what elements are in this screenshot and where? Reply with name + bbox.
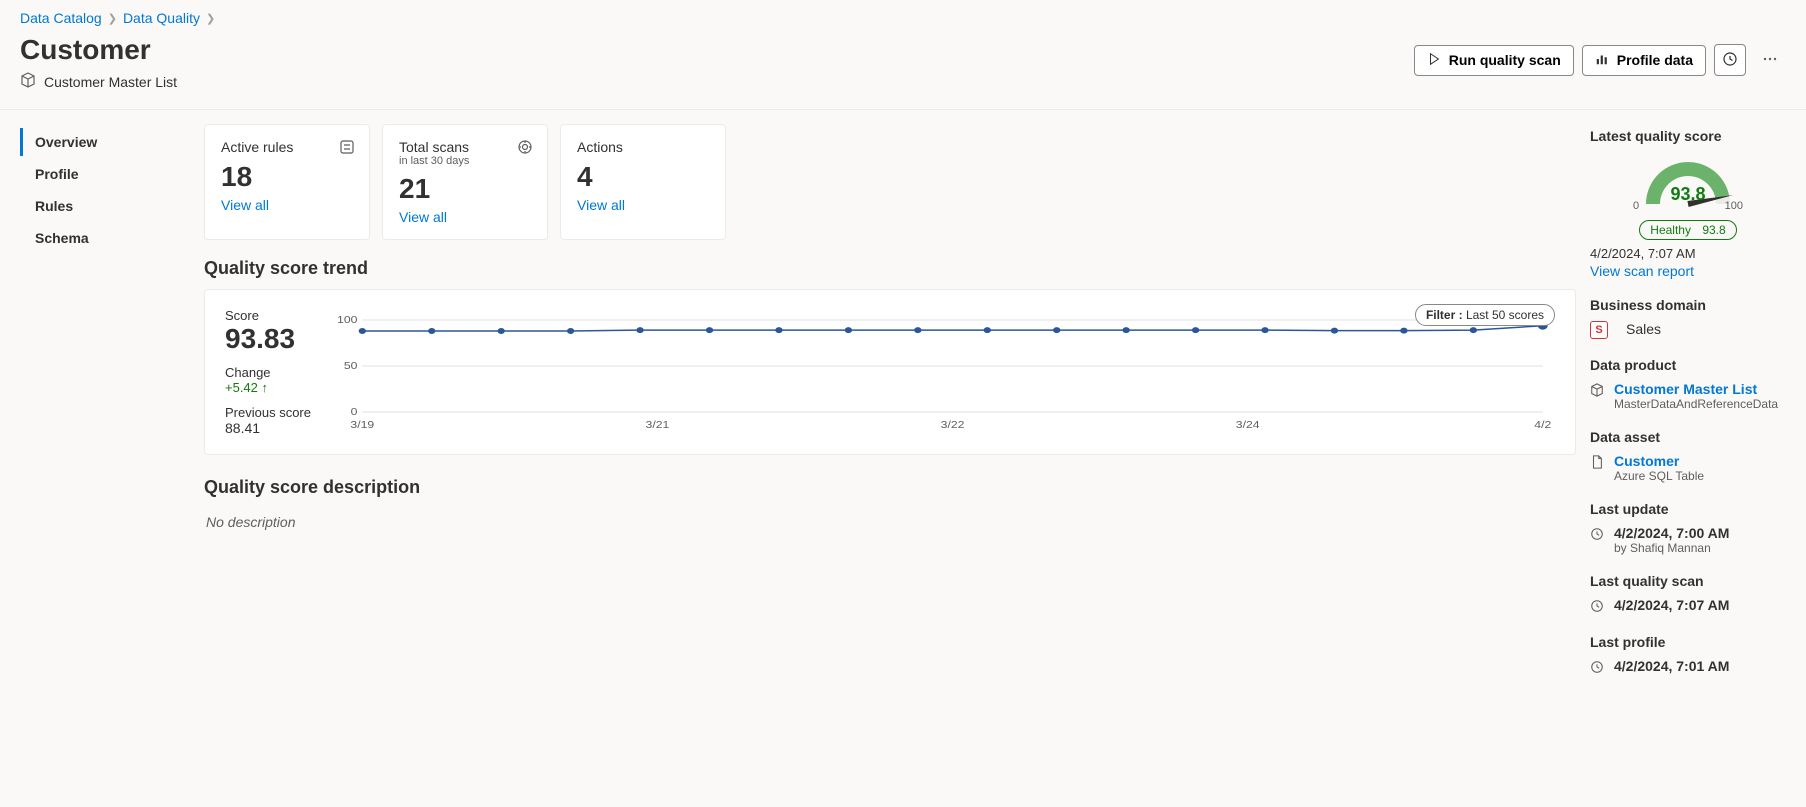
view-all-scans-link[interactable]: View all bbox=[399, 209, 447, 225]
gauge-min: 0 bbox=[1633, 200, 1639, 212]
card-title: Active rules bbox=[221, 139, 353, 155]
nav-schema[interactable]: Schema bbox=[20, 224, 200, 252]
summary-cards: Active rules 18 View all Total scans in … bbox=[204, 124, 1576, 240]
data-asset-title: Data asset bbox=[1590, 429, 1786, 445]
svg-text:93.8: 93.8 bbox=[1670, 184, 1705, 204]
latest-score-timestamp: 4/2/2024, 7:07 AM bbox=[1590, 246, 1786, 261]
card-title: Total scans bbox=[399, 139, 531, 155]
view-all-rules-link[interactable]: View all bbox=[221, 197, 269, 213]
change-value: +5.42 ↑ bbox=[225, 380, 317, 395]
data-product-link[interactable]: Customer Master List bbox=[1614, 381, 1757, 397]
clock-icon bbox=[1590, 599, 1604, 616]
breadcrumb-item[interactable]: Data Catalog bbox=[20, 10, 102, 26]
svg-text:0: 0 bbox=[351, 407, 358, 418]
card-total-scans: Total scans in last 30 days 21 View all bbox=[382, 124, 548, 240]
svg-text:4/2: 4/2 bbox=[1534, 420, 1551, 431]
play-icon bbox=[1427, 52, 1441, 69]
svg-text:3/19: 3/19 bbox=[350, 420, 374, 431]
domain-name: Sales bbox=[1626, 321, 1661, 337]
domain-badge: S bbox=[1590, 321, 1608, 339]
last-profile-ts: 4/2/2024, 7:01 AM bbox=[1614, 658, 1729, 674]
last-update-by: by Shafiq Mannan bbox=[1614, 541, 1729, 555]
bar-chart-icon bbox=[1595, 52, 1609, 69]
latest-score-title: Latest quality score bbox=[1590, 128, 1786, 144]
data-product-title: Data product bbox=[1590, 357, 1786, 373]
page-title: Customer bbox=[20, 34, 177, 66]
nav-profile[interactable]: Profile bbox=[20, 160, 200, 188]
health-score: 93.8 bbox=[1702, 223, 1725, 237]
filter-prefix: Filter : bbox=[1426, 308, 1463, 322]
svg-text:50: 50 bbox=[344, 361, 358, 372]
chevron-right-icon: ❯ bbox=[206, 12, 215, 25]
prev-value: 88.41 bbox=[225, 420, 317, 436]
svg-text:3/22: 3/22 bbox=[941, 420, 965, 431]
card-active-rules: Active rules 18 View all bbox=[204, 124, 370, 240]
last-profile-title: Last profile bbox=[1590, 634, 1786, 650]
filter-value: Last 50 scores bbox=[1466, 308, 1544, 322]
business-domain-title: Business domain bbox=[1590, 297, 1786, 313]
nav-rules[interactable]: Rules bbox=[20, 192, 200, 220]
data-product-sub: MasterDataAndReferenceData bbox=[1614, 397, 1778, 411]
description-title: Quality score description bbox=[204, 477, 1576, 498]
card-actions: Actions 4 View all bbox=[560, 124, 726, 240]
card-subtitle: in last 30 days bbox=[399, 155, 531, 167]
data-asset-link[interactable]: Customer bbox=[1614, 453, 1679, 469]
run-scan-label: Run quality scan bbox=[1449, 52, 1561, 68]
run-quality-scan-button[interactable]: Run quality scan bbox=[1414, 45, 1574, 76]
nav-overview[interactable]: Overview bbox=[20, 128, 200, 156]
file-icon bbox=[1590, 455, 1604, 472]
profile-data-button[interactable]: Profile data bbox=[1582, 45, 1706, 76]
details-sidebar: Latest quality score 93.8 0 100 Healthy … bbox=[1586, 110, 1806, 713]
clock-icon bbox=[1590, 660, 1604, 677]
health-badge: Healthy 93.8 bbox=[1639, 220, 1736, 240]
card-value: 21 bbox=[399, 173, 531, 205]
page-subtitle: Customer Master List bbox=[44, 74, 177, 90]
last-update-ts: 4/2/2024, 7:00 AM bbox=[1614, 525, 1729, 541]
page-header: Customer Customer Master List Run qualit… bbox=[0, 30, 1806, 110]
more-icon bbox=[1762, 51, 1778, 70]
data-asset-sub: Azure SQL Table bbox=[1614, 469, 1704, 483]
description-body: No description bbox=[204, 508, 1576, 536]
package-icon bbox=[1590, 383, 1604, 400]
health-status: Healthy bbox=[1650, 223, 1691, 237]
clock-icon bbox=[1590, 527, 1604, 544]
card-value: 4 bbox=[577, 161, 709, 193]
last-scan-ts: 4/2/2024, 7:07 AM bbox=[1614, 597, 1729, 613]
view-all-actions-link[interactable]: View all bbox=[577, 197, 625, 213]
breadcrumb: Data Catalog ❯ Data Quality ❯ bbox=[0, 0, 1806, 30]
package-icon bbox=[20, 72, 36, 91]
scan-icon bbox=[517, 139, 533, 158]
chevron-right-icon: ❯ bbox=[108, 12, 117, 25]
more-actions-button[interactable] bbox=[1754, 44, 1786, 76]
trend-chart: 100 50 0 3/19 3/21 3/22 3/24 4/2 bbox=[333, 314, 1555, 434]
change-label: Change bbox=[225, 365, 317, 380]
history-icon bbox=[1722, 51, 1738, 70]
chart-filter-button[interactable]: Filter : Last 50 scores bbox=[1415, 304, 1555, 326]
breadcrumb-item[interactable]: Data Quality bbox=[123, 10, 200, 26]
view-scan-report-link[interactable]: View scan report bbox=[1590, 263, 1694, 279]
gauge-max: 100 bbox=[1725, 200, 1743, 212]
card-title: Actions bbox=[577, 139, 709, 155]
score-value: 93.83 bbox=[225, 323, 317, 355]
card-value: 18 bbox=[221, 161, 353, 193]
score-label: Score bbox=[225, 308, 317, 323]
sidebar-nav: Overview Profile Rules Schema bbox=[0, 110, 200, 713]
last-update-title: Last update bbox=[1590, 501, 1786, 517]
svg-text:3/21: 3/21 bbox=[646, 420, 670, 431]
last-scan-title: Last quality scan bbox=[1590, 573, 1786, 589]
svg-text:100: 100 bbox=[337, 315, 357, 326]
trend-panel: Score 93.83 Change +5.42 ↑ Previous scor… bbox=[204, 289, 1576, 455]
prev-label: Previous score bbox=[225, 405, 317, 420]
history-button[interactable] bbox=[1714, 44, 1746, 76]
profile-data-label: Profile data bbox=[1617, 52, 1693, 68]
svg-text:3/24: 3/24 bbox=[1236, 420, 1260, 431]
rules-icon bbox=[339, 139, 355, 158]
trend-title: Quality score trend bbox=[204, 258, 1576, 279]
